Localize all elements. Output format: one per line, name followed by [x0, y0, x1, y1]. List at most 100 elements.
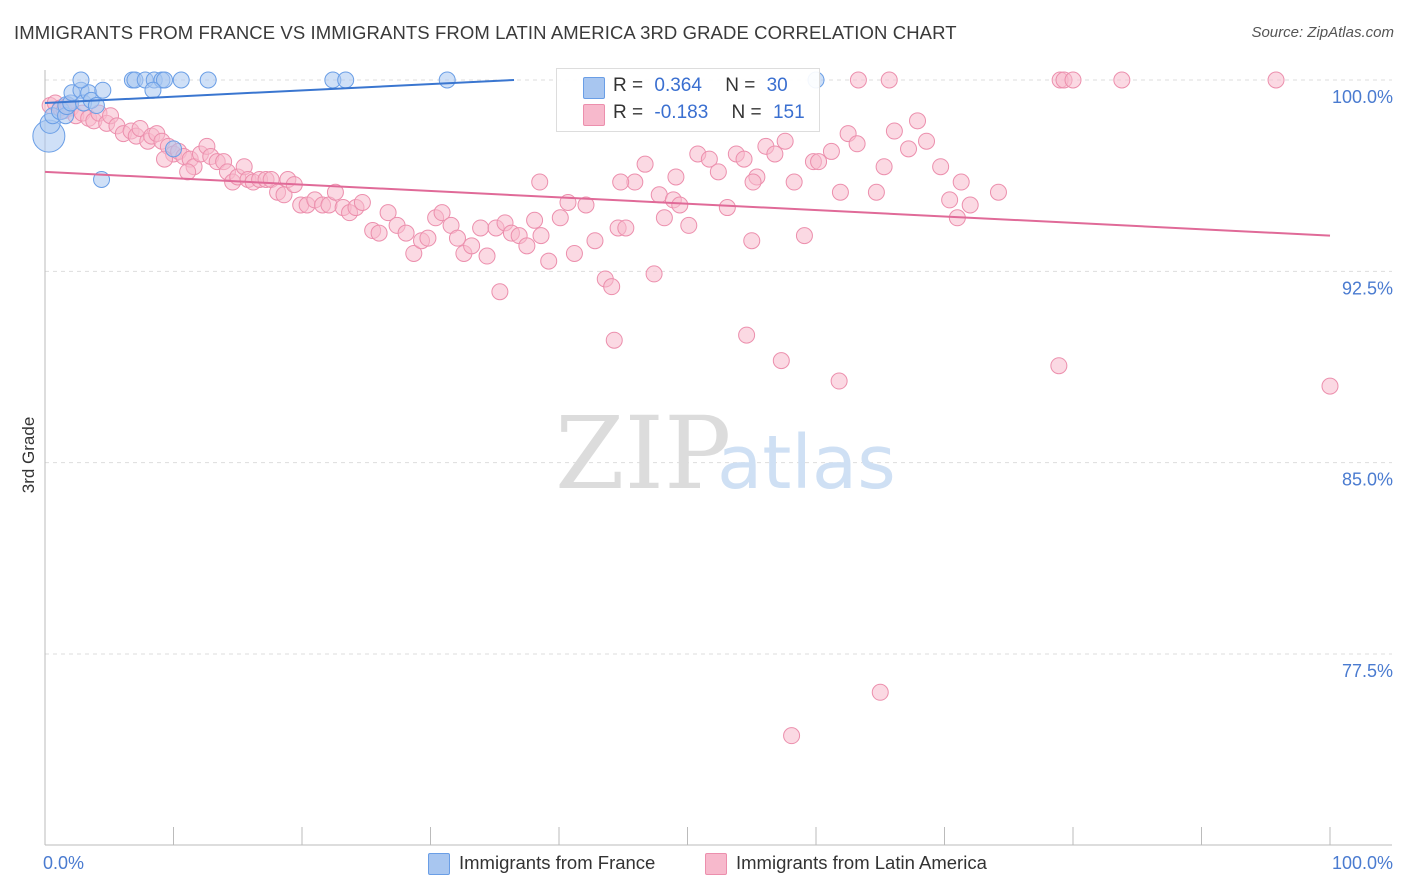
latam-point — [1321, 377, 1339, 395]
y-tick-label: 85.0% — [1342, 470, 1393, 490]
latam-point — [370, 224, 388, 242]
france-point — [94, 81, 112, 99]
latam-point — [353, 193, 371, 211]
latam-point — [612, 173, 630, 191]
y-axis-title: 3rd Grade — [19, 417, 38, 494]
axes — [44, 70, 1392, 846]
watermark-atlas: atlas — [717, 420, 896, 506]
latam-point — [540, 252, 558, 270]
latam-point — [655, 209, 673, 227]
latam-point — [900, 140, 918, 158]
latam-point — [810, 153, 828, 171]
latam-point — [849, 71, 867, 89]
latam-swatch — [705, 853, 727, 875]
latam-point — [848, 135, 866, 153]
watermark-zip: ZIP — [555, 395, 731, 512]
legend-n-label: N = — [725, 75, 756, 96]
latam-point — [645, 265, 663, 283]
latam-point — [565, 244, 583, 262]
latam-point — [885, 122, 903, 140]
latam-point — [433, 204, 451, 222]
legend-r-value: 0.364 — [654, 75, 702, 96]
legend-r-label: R = — [613, 102, 644, 123]
latam-point — [718, 199, 736, 217]
latam-point — [526, 211, 544, 229]
latam-point — [448, 229, 466, 247]
latam-swatch — [583, 104, 605, 126]
france-point — [438, 71, 456, 89]
latam-point — [909, 112, 927, 130]
latam-point — [397, 224, 415, 242]
latam-point — [419, 229, 437, 247]
latam-point — [743, 232, 761, 250]
latam-point — [831, 183, 849, 201]
legend-n-value: 151 — [772, 102, 805, 123]
latam-point — [531, 173, 549, 191]
latam-point — [491, 283, 509, 301]
france-point — [72, 71, 90, 89]
latam-trend-line — [44, 170, 1331, 237]
france-point — [165, 140, 182, 158]
latam-point — [783, 727, 801, 745]
latam-point — [795, 227, 813, 245]
latam-point — [617, 219, 635, 237]
latam-point — [822, 142, 840, 160]
stats-legend: R = 0.364 N = 30 R = -0.183 N = 151 — [556, 68, 820, 132]
latam-point — [472, 219, 490, 237]
y-tick-label: 92.5% — [1342, 278, 1393, 298]
france-trend-line — [44, 79, 515, 104]
latam-point — [776, 132, 794, 150]
latam-point — [379, 204, 397, 222]
france-point — [156, 71, 174, 89]
x-tick-label: 100.0% — [1332, 853, 1393, 873]
latam-point — [605, 331, 623, 349]
legend-r-value: -0.183 — [654, 102, 709, 123]
france-swatch — [428, 853, 450, 875]
france-point — [144, 81, 162, 99]
latam-point — [650, 186, 668, 204]
latam-point — [680, 216, 698, 234]
latam-point — [871, 683, 889, 701]
latam-point — [626, 173, 644, 191]
france-point — [337, 71, 355, 89]
y-tick-label: 100.0% — [1332, 87, 1393, 107]
latam-point — [785, 173, 803, 191]
x-axis-labels: 0.0% 100.0% — [43, 853, 1393, 873]
france-swatch — [583, 77, 605, 99]
latam-point — [478, 247, 496, 265]
latam-point — [952, 173, 970, 191]
latam-point — [1050, 357, 1068, 375]
latam-point — [709, 163, 727, 181]
france-point — [172, 71, 190, 89]
latam-point — [735, 150, 753, 168]
latam-point — [551, 209, 569, 227]
latam-point — [880, 71, 898, 89]
latam-point — [766, 145, 784, 163]
latam-point — [989, 183, 1007, 201]
latam-point — [830, 372, 848, 390]
france-point — [199, 71, 217, 89]
watermark: ZIP atlas — [555, 395, 896, 512]
latam-point — [577, 196, 595, 214]
latam-point — [1113, 71, 1131, 89]
latam-point — [636, 155, 654, 173]
latam-point — [744, 173, 762, 191]
latam-point — [179, 163, 197, 181]
latam-point — [603, 278, 621, 296]
legend-n-label: N = — [731, 102, 762, 123]
latam-point — [463, 237, 481, 255]
latam-point — [941, 191, 959, 209]
chart-title: IMMIGRANTS FROM FRANCE VS IMMIGRANTS FRO… — [14, 22, 957, 43]
latam-point — [667, 168, 685, 186]
latam-point — [918, 132, 936, 150]
latam-point — [932, 158, 950, 176]
y-tick-label: 77.5% — [1342, 661, 1393, 681]
latam-point — [405, 244, 423, 262]
source-label: Source: ZipAtlas.com — [1251, 24, 1394, 41]
legend-n-value: 30 — [766, 75, 788, 96]
latam-point — [1267, 71, 1285, 89]
latam-point — [326, 183, 344, 201]
latam-point — [532, 227, 550, 245]
latam-point — [738, 326, 756, 344]
bottom-legend-latam-label: Immigrants from Latin America — [736, 852, 987, 873]
